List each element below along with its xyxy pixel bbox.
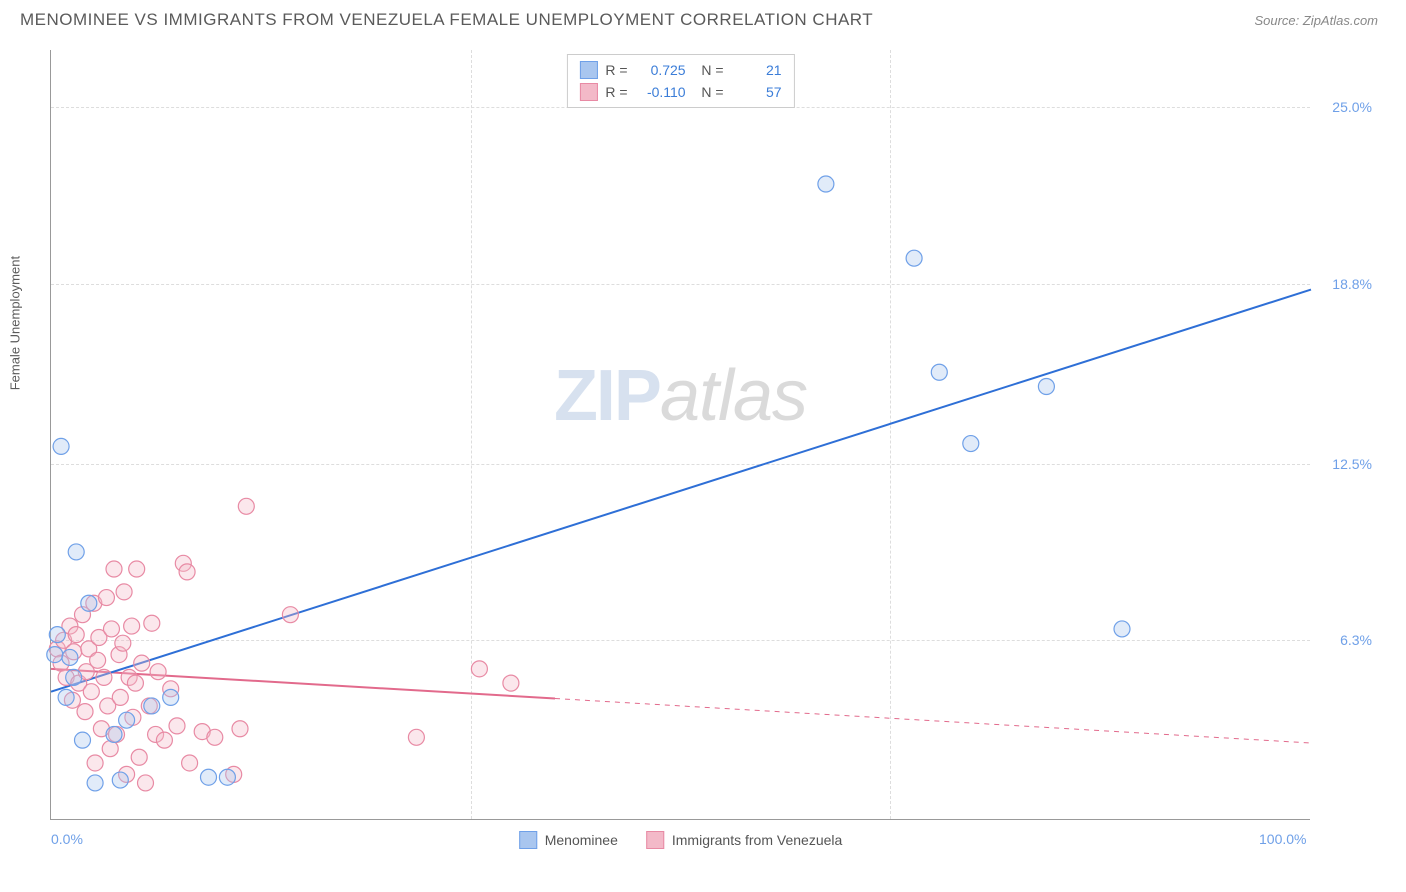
legend-n-label: N = [694, 62, 724, 78]
y-tick-label: 18.8% [1332, 276, 1372, 292]
legend-row-series-1: R = 0.725 N = 21 [579, 59, 781, 81]
scatter-plot-svg [51, 50, 1311, 820]
legend-n-label: N = [694, 84, 724, 100]
legend-r-value-2: -0.110 [636, 84, 686, 100]
plot-area: ZIPatlas R = 0.725 N = 21 R = -0.110 N =… [50, 50, 1310, 820]
legend-item-series-1: Menominee [519, 831, 618, 849]
x-tick-label: 100.0% [1259, 831, 1306, 847]
legend-r-label: R = [605, 84, 627, 100]
x-tick-label: 0.0% [51, 831, 83, 847]
legend-label-series-2: Immigrants from Venezuela [672, 832, 842, 848]
legend-swatch-series-1 [579, 61, 597, 79]
legend-label-series-1: Menominee [545, 832, 618, 848]
legend-n-value-2: 57 [732, 84, 782, 100]
chart-container: Female Unemployment ZIPatlas R = 0.725 N… [50, 50, 1380, 850]
legend-r-value-1: 0.725 [636, 62, 686, 78]
legend-r-label: R = [605, 62, 627, 78]
source-attribution: Source: ZipAtlas.com [1254, 13, 1378, 28]
legend-item-series-2: Immigrants from Venezuela [646, 831, 842, 849]
chart-title: MENOMINEE VS IMMIGRANTS FROM VENEZUELA F… [20, 10, 873, 30]
legend-swatch-series-2 [579, 83, 597, 101]
y-axis-label: Female Unemployment [8, 256, 23, 390]
y-tick-label: 6.3% [1340, 632, 1372, 648]
legend-swatch-series-2b [646, 831, 664, 849]
y-tick-label: 25.0% [1332, 99, 1372, 115]
chart-header: MENOMINEE VS IMMIGRANTS FROM VENEZUELA F… [0, 0, 1406, 36]
legend-series-names: Menominee Immigrants from Venezuela [519, 831, 843, 849]
legend-row-series-2: R = -0.110 N = 57 [579, 81, 781, 103]
y-tick-label: 12.5% [1332, 456, 1372, 472]
legend-correlation-box: R = 0.725 N = 21 R = -0.110 N = 57 [566, 54, 794, 108]
legend-n-value-1: 21 [732, 62, 782, 78]
legend-swatch-series-1b [519, 831, 537, 849]
